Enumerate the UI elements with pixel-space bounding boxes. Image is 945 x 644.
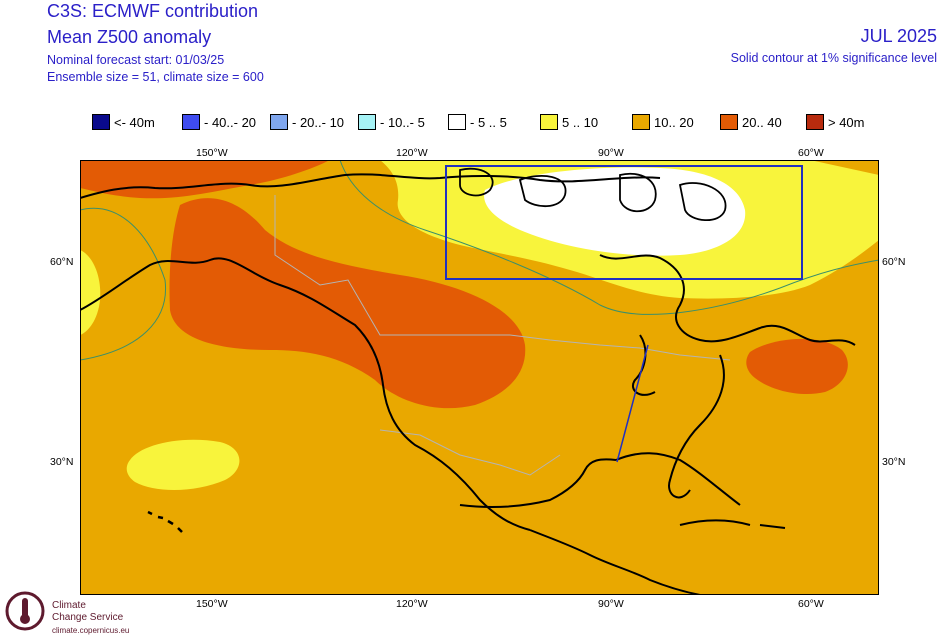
legend-item: <- 40m (92, 114, 155, 130)
logo-name-line-2: Change Service (52, 612, 124, 623)
coastline (668, 354, 725, 499)
coastline (529, 529, 701, 595)
significance-contour (80, 207, 167, 361)
legend-item: - 40..- 20 (182, 114, 256, 130)
lat-label-left: 30°N (50, 456, 74, 468)
copernicus-logo: Climate Change Service climate.copernicu… (4, 588, 184, 642)
lon-label-top: 120°W (396, 147, 428, 159)
map-frame (80, 160, 879, 595)
legend-item: > 40m (806, 114, 865, 130)
hawaii-outline (147, 510, 183, 533)
legend-label: - 10..- 5 (380, 114, 425, 130)
lon-label-bottom: 150°W (196, 598, 228, 610)
anomaly-region-western-canada (169, 198, 526, 409)
thermometer-icon (5, 591, 45, 631)
highlight-box (445, 165, 803, 280)
logo-url: climate.copernicus.eu (52, 626, 130, 635)
legend-swatch (358, 114, 376, 130)
legend-item: 20.. 40 (720, 114, 782, 130)
title-line-1: C3S: ECMWF contribution (47, 1, 259, 21)
legend-item: - 5 .. 5 (448, 114, 507, 130)
forecast-start-text: Nominal forecast start: 01/03/25 (47, 53, 225, 67)
border-line (274, 195, 731, 361)
border-line (379, 429, 561, 476)
great-lakes-outline (632, 334, 656, 396)
legend-item: - 10..- 5 (358, 114, 425, 130)
legend-label: <- 40m (114, 114, 155, 130)
legend-swatch (270, 114, 288, 130)
ensemble-size-text: Ensemble size = 51, climate size = 600 (47, 70, 264, 84)
logo-name-line-1: Climate (52, 600, 86, 611)
coastline (459, 458, 617, 509)
lat-label-right: 60°N (882, 256, 906, 268)
anomaly-region-nova-scotia (746, 338, 848, 395)
legend-swatch (806, 114, 824, 130)
legend-swatch (720, 114, 738, 130)
lon-label-bottom: 60°W (798, 598, 824, 610)
coastline (599, 254, 856, 346)
title-line-2: Mean Z500 anomaly (47, 27, 212, 47)
caribbean-outline (679, 519, 786, 529)
legend-swatch (182, 114, 200, 130)
legend-label: - 20..- 10 (292, 114, 345, 130)
legend-label: > 40m (828, 114, 865, 130)
legend-label: - 40..- 20 (204, 114, 257, 130)
legend-swatch (448, 114, 466, 130)
coastline (80, 257, 531, 531)
legend-item: 10.. 20 (632, 114, 694, 130)
lat-label-right: 30°N (882, 456, 906, 468)
coastline (80, 173, 661, 199)
legend-swatch (92, 114, 110, 130)
lat-label-left: 60°N (50, 256, 74, 268)
anomaly-region-canadian-arctic (484, 167, 746, 256)
lon-label-top: 60°W (798, 147, 824, 159)
legend-label: 10.. 20 (654, 114, 694, 130)
anomaly-region-arctic-alaska (80, 160, 330, 199)
anomaly-region-bering-sea (80, 250, 101, 335)
legend-label: 5 .. 10 (562, 114, 599, 130)
legend-swatch (632, 114, 650, 130)
lon-label-top: 90°W (598, 147, 624, 159)
legend-item: - 20..- 10 (270, 114, 344, 130)
lon-label-top: 150°W (196, 147, 228, 159)
legend-label: - 5 .. 5 (470, 114, 507, 130)
significance-note: Solid contour at 1% significance level (730, 51, 937, 65)
legend-label: 20.. 40 (742, 114, 782, 130)
legend-item: 5 .. 10 (540, 114, 598, 130)
highlight-line (616, 344, 649, 463)
legend-swatch (540, 114, 558, 130)
anomaly-map (80, 160, 879, 595)
lon-label-bottom: 90°W (598, 598, 624, 610)
valid-month: JUL 2025 (860, 26, 937, 46)
lon-label-bottom: 120°W (396, 598, 428, 610)
significance-contour (339, 160, 879, 315)
arctic-islands-outline (459, 167, 727, 222)
anomaly-region-subtropical-pacific (126, 439, 240, 491)
coastline (615, 452, 741, 506)
